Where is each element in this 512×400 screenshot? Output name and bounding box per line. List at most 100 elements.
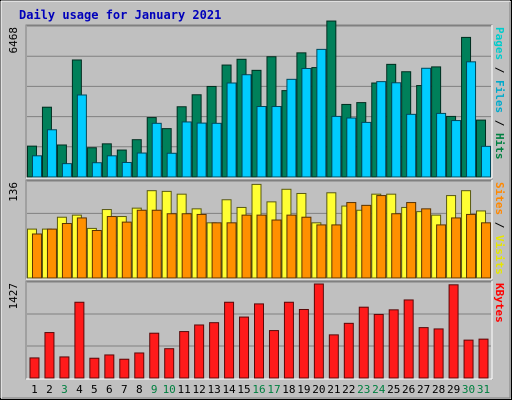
bar-sites-day-undefined — [226, 222, 237, 279]
bar-files-day-13 — [211, 122, 222, 178]
day-label-1: 1 — [31, 383, 38, 396]
bar-sites-day-undefined — [451, 217, 462, 279]
day-label-8: 8 — [136, 383, 143, 396]
day-label-25: 25 — [387, 383, 400, 396]
bar-sites-day-undefined — [196, 213, 207, 279]
bar-files-day-21 — [331, 115, 342, 178]
day-label-2: 2 — [46, 383, 53, 396]
day-label-31: 31 — [477, 383, 490, 396]
bar-kbytes-day-undefined — [134, 352, 145, 379]
day-label-21: 21 — [327, 383, 340, 396]
bar-sites-day-undefined — [46, 228, 57, 279]
bar-files-day-26 — [406, 113, 417, 178]
bar-kbytes-day-undefined — [119, 358, 130, 379]
day-label-23: 23 — [357, 383, 370, 396]
bar-kbytes-day-undefined — [268, 330, 279, 379]
day-label-14: 14 — [222, 383, 236, 396]
bar-kbytes-day-undefined — [74, 301, 85, 379]
bar-sites-day-undefined — [91, 230, 102, 279]
bar-files-day-25 — [391, 82, 402, 178]
day-label-12: 12 — [193, 383, 206, 396]
bar-sites-day-undefined — [76, 217, 87, 279]
bar-sites-day-undefined — [316, 224, 327, 279]
day-label-27: 27 — [417, 383, 430, 396]
day-label-28: 28 — [432, 383, 445, 396]
bar-kbytes-day-undefined — [104, 354, 115, 379]
bar-sites-day-undefined — [346, 202, 357, 279]
legend-entry: / — [493, 113, 506, 133]
bar-kbytes-day-undefined — [388, 309, 399, 379]
bar-sites-day-undefined — [376, 195, 387, 279]
day-label-4: 4 — [76, 383, 83, 396]
bar-sites-day-undefined — [271, 219, 282, 279]
bar-files-day-8 — [136, 152, 147, 178]
bar-sites-day-undefined — [466, 213, 477, 279]
bar-kbytes-day-undefined — [44, 332, 55, 379]
day-label-26: 26 — [402, 383, 415, 396]
day-label-11: 11 — [178, 383, 191, 396]
bar-files-day-23 — [361, 121, 372, 178]
bar-kbytes-day-undefined — [89, 357, 100, 379]
bar-kbytes-day-undefined — [254, 303, 264, 379]
bar-files-day-29 — [451, 120, 462, 178]
bar-sites-day-undefined — [391, 213, 402, 279]
legend-entry: Sites — [493, 182, 506, 215]
bar-kbytes-day-undefined — [59, 356, 70, 379]
legend-entry: Files — [493, 80, 506, 113]
bar-kbytes-day-undefined — [313, 283, 324, 379]
day-label-10: 10 — [163, 383, 176, 396]
day-label-24: 24 — [372, 383, 386, 396]
panel-traffic-max-label: 6468 — [7, 27, 20, 54]
day-label-22: 22 — [342, 383, 355, 396]
bar-kbytes-day-undefined — [403, 299, 414, 379]
bar-kbytes-day-undefined — [373, 313, 384, 379]
chart-title: Daily usage for January 2021 — [19, 8, 221, 22]
bar-sites-day-undefined — [241, 214, 252, 279]
bar-sites-day-undefined — [436, 224, 447, 279]
bar-files-day-10 — [166, 152, 177, 178]
bar-kbytes-day-undefined — [239, 316, 250, 379]
bar-kbytes-day-undefined — [463, 339, 474, 379]
bar-sites-day-undefined — [406, 202, 417, 279]
bar-files-day-4 — [76, 94, 87, 178]
bar-kbytes-day-undefined — [298, 308, 309, 379]
day-label-15: 15 — [237, 383, 250, 396]
bar-kbytes-day-undefined — [418, 327, 429, 379]
bar-hits-day-3 — [56, 144, 67, 178]
day-label-13: 13 — [207, 383, 220, 396]
day-label-17: 17 — [267, 383, 280, 396]
bar-files-day-20 — [316, 48, 327, 178]
bar-sites-day-undefined — [361, 204, 372, 279]
bar-files-day-22 — [346, 117, 357, 178]
day-label-3: 3 — [61, 383, 68, 396]
bar-files-day-9 — [151, 122, 162, 178]
bar-kbytes-day-undefined — [29, 357, 40, 379]
day-label-19: 19 — [297, 383, 310, 396]
legend-entry: / — [493, 60, 506, 80]
day-label-16: 16 — [252, 383, 265, 396]
bar-files-day-6 — [106, 155, 117, 178]
bar-sites-day-undefined — [181, 213, 192, 279]
day-label-30: 30 — [462, 383, 475, 396]
bar-sites-day-undefined — [481, 222, 492, 279]
bar-sites-day-undefined — [136, 209, 147, 279]
bar-kbytes-day-undefined — [478, 338, 489, 379]
bar-files-day-27 — [421, 67, 432, 178]
bar-files-day-28 — [436, 112, 447, 178]
bar-sites-day-undefined — [331, 224, 342, 279]
bar-sites-day-undefined — [211, 222, 222, 279]
bar-files-day-24 — [376, 81, 387, 178]
bar-kbytes-day-undefined — [149, 332, 160, 379]
panel-visitors-max-label: 136 — [7, 182, 20, 202]
bar-files-day-14 — [226, 82, 237, 178]
bar-files-day-30 — [466, 61, 477, 178]
bar-kbytes-day-undefined — [179, 331, 190, 379]
bar-files-day-1 — [31, 155, 42, 178]
panel-kbytes-max-label: 1427 — [7, 283, 20, 310]
bar-kbytes-day-undefined — [194, 324, 205, 379]
day-label-9: 9 — [151, 383, 158, 396]
bar-files-day-2 — [46, 129, 57, 178]
bar-sites-day-undefined — [151, 209, 162, 279]
